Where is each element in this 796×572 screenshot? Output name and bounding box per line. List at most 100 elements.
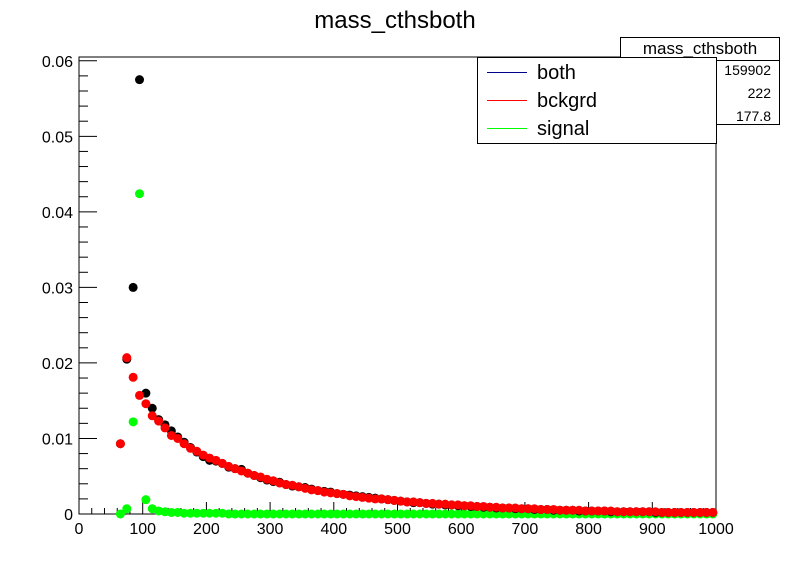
data-point-bckgrd	[568, 505, 578, 515]
y-tick-label: 0.05	[42, 129, 73, 146]
stats-stddev-value: 177.8	[735, 108, 771, 124]
stats-mean-value: 222	[747, 85, 771, 101]
data-point-signal	[447, 509, 457, 519]
data-point-signal	[326, 509, 336, 519]
data-point-signal	[453, 509, 463, 519]
data-point-bckgrd	[472, 501, 482, 511]
data-point-signal	[141, 495, 151, 505]
data-point-signal	[224, 509, 234, 519]
legend-label-bckgrd: bckgrd	[537, 90, 598, 112]
y-tick-label: 0.03	[42, 280, 73, 297]
data-point-bckgrd	[122, 353, 132, 363]
y-tick-label: 0.01	[42, 431, 73, 448]
data-point-signal	[192, 508, 202, 518]
data-point-bckgrd	[587, 506, 597, 516]
data-point-both	[128, 282, 138, 292]
x-tick-label: 500	[384, 521, 411, 538]
legend-label-signal: signal	[537, 118, 590, 140]
data-point-bckgrd	[561, 505, 571, 515]
data-point-bckgrd	[695, 507, 705, 517]
data-point-signal	[262, 509, 272, 519]
data-point-signal	[256, 509, 266, 519]
data-point-signal	[466, 509, 476, 519]
data-point-bckgrd	[580, 506, 590, 516]
data-point-bckgrd	[447, 500, 457, 510]
x-tick-label: 0	[75, 521, 84, 538]
x-tick-label: 700	[512, 521, 539, 538]
data-point-signal	[440, 509, 450, 519]
data-point-bckgrd	[619, 507, 629, 517]
data-point-signal	[402, 509, 412, 519]
data-point-signal	[287, 509, 297, 519]
data-point-bckgrd	[160, 423, 170, 433]
data-point-signal	[345, 509, 355, 519]
data-point-signal	[408, 509, 418, 519]
legend-item-both: both	[478, 59, 716, 87]
data-point-signal	[434, 509, 444, 519]
data-point-signal	[115, 509, 125, 519]
data-point-signal	[205, 508, 215, 518]
data-point-bckgrd	[523, 504, 533, 514]
data-point-bckgrd	[625, 507, 635, 517]
data-point-signal	[300, 509, 310, 519]
data-point-signal	[166, 507, 176, 517]
data-point-bckgrd	[370, 494, 380, 504]
data-point-signal	[128, 417, 138, 427]
stats-entries-value: 159902	[724, 62, 771, 78]
data-point-bckgrd	[504, 503, 514, 513]
data-point-signal	[332, 509, 342, 519]
data-point-signal	[428, 509, 438, 519]
x-tick-label: 400	[320, 521, 347, 538]
data-point-signal	[185, 508, 195, 518]
data-point-signal	[294, 509, 304, 519]
x-tick-label: 900	[639, 521, 666, 538]
data-point-bckgrd	[670, 507, 680, 517]
data-point-signal	[351, 509, 361, 519]
x-tick-label: 800	[575, 521, 602, 538]
data-point-signal	[459, 509, 469, 519]
data-point-bckgrd	[179, 439, 189, 449]
data-point-bckgrd	[128, 372, 138, 382]
data-point-signal	[198, 508, 208, 518]
data-point-bckgrd	[421, 498, 431, 508]
data-point-signal	[236, 509, 246, 519]
data-point-bckgrd	[555, 505, 565, 515]
y-tick-label: 0.04	[42, 205, 73, 222]
data-point-signal	[319, 509, 329, 519]
data-point-bckgrd	[434, 499, 444, 509]
data-point-bckgrd	[631, 507, 641, 517]
x-tick-label: 200	[193, 521, 220, 538]
data-point-signal	[396, 509, 406, 519]
data-point-signal	[357, 509, 367, 519]
data-point-signal	[364, 509, 374, 519]
legend-line-both	[487, 72, 527, 73]
y-tick-label: 0.06	[42, 54, 73, 71]
data-point-bckgrd	[708, 507, 718, 517]
legend-label-both: both	[537, 62, 576, 84]
data-point-bckgrd	[600, 506, 610, 516]
data-point-bckgrd	[657, 507, 667, 517]
data-point-bckgrd	[147, 411, 157, 421]
x-tick-label: 600	[448, 521, 475, 538]
data-point-signal	[313, 509, 323, 519]
data-point-signal	[211, 508, 221, 518]
data-point-bckgrd	[459, 501, 469, 511]
data-point-bckgrd	[689, 507, 699, 517]
data-point-bckgrd	[701, 507, 711, 517]
data-point-signal	[338, 509, 348, 519]
data-point-both	[147, 403, 157, 413]
legend: both bckgrd signal	[477, 57, 717, 144]
data-point-signal	[415, 509, 425, 519]
data-point-both	[135, 75, 145, 85]
data-point-signal	[243, 509, 253, 519]
data-point-signal	[179, 508, 189, 518]
data-point-signal	[135, 189, 145, 199]
x-tick-label: 100	[129, 521, 156, 538]
data-point-signal	[389, 509, 399, 519]
data-points	[115, 75, 718, 519]
data-point-signal	[281, 509, 291, 519]
legend-item-signal: signal	[478, 115, 716, 143]
data-point-bckgrd	[536, 504, 546, 514]
legend-line-bckgrd	[487, 100, 527, 101]
